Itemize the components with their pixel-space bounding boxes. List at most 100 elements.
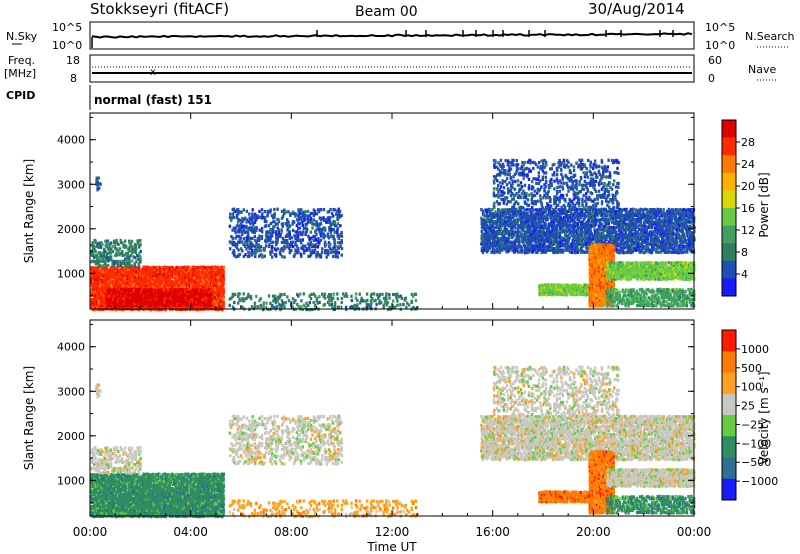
scatter-cell (115, 238, 118, 243)
scatter-cell (358, 292, 361, 296)
scatter-cell (234, 255, 237, 259)
nave-label: Nave (748, 63, 776, 76)
scatter-cell (185, 271, 188, 275)
scatter-cell (153, 280, 156, 284)
scatter-cell (148, 281, 151, 285)
scatter-cell (126, 277, 130, 281)
scatter-cell (259, 245, 263, 249)
scatter-cell (100, 265, 103, 270)
scatter-cell (93, 308, 96, 312)
scatter-cell (137, 284, 141, 288)
scatter-cell (177, 284, 180, 288)
scatter-cell (228, 224, 232, 228)
scatter-cell (121, 285, 124, 290)
scatter-cell (166, 273, 169, 277)
scatter-cell (180, 276, 183, 280)
scatter-cell (95, 287, 99, 291)
scatter-cell (143, 278, 146, 282)
scatter-cell (94, 268, 98, 272)
scatter-cell (232, 249, 235, 253)
scatter-cell (98, 264, 102, 268)
scatter-cell (181, 281, 184, 285)
scatter-cell (340, 301, 343, 305)
scatter-cell (125, 280, 128, 284)
scatter-cell (238, 252, 242, 257)
scatter-cell (165, 266, 169, 270)
scatter-cell (127, 285, 130, 289)
scatter-cell (142, 274, 145, 278)
scatter-cell (229, 247, 232, 251)
scatter-cell (234, 293, 237, 297)
scatter-cell (264, 244, 268, 248)
scatter-cell (94, 249, 97, 253)
scatter-cell (135, 270, 138, 274)
scatter-cell (147, 274, 151, 278)
scatter-cell (158, 277, 161, 282)
scatter-cell (526, 207, 529, 211)
scatter-cell (99, 182, 102, 186)
scatter-cell (94, 239, 97, 243)
scatter-cell (182, 277, 186, 281)
scatter-cell (321, 247, 324, 251)
scatter-cell (165, 281, 169, 286)
scatter-cell (129, 277, 132, 282)
scatter-cell (203, 274, 207, 278)
scatter-cell (256, 214, 260, 218)
scatter-cell (133, 256, 137, 260)
scatter-cell (319, 238, 323, 242)
scatter-cell (192, 278, 195, 282)
scatter-cell (203, 276, 207, 280)
scatter-cell (190, 280, 193, 284)
scatter-cell (97, 275, 100, 279)
scatter-cell (199, 279, 203, 283)
scatter-cell (149, 274, 152, 278)
scatter-cell (213, 289, 217, 293)
scatter-cell (184, 271, 187, 275)
scatter-cell (102, 271, 106, 276)
scatter-cell (95, 286, 99, 290)
scatter-cell (192, 279, 195, 283)
scatter-cell (340, 253, 343, 257)
scatter-cell (184, 305, 187, 309)
scatter-cell (282, 222, 285, 226)
scatter-cell (154, 306, 158, 310)
scatter-cell (337, 251, 340, 255)
scatter-cell (139, 249, 142, 254)
scatter-cell (93, 301, 96, 305)
scatter-cell (91, 266, 95, 270)
scatter-cell (188, 285, 192, 289)
scatter-cell (245, 218, 249, 222)
scatter-cell (331, 214, 335, 218)
scatter-cell (259, 249, 262, 253)
scatter-cell (207, 269, 210, 274)
scatter-cell (276, 207, 279, 211)
scatter-cell (593, 228, 596, 232)
scatter-cell (313, 303, 317, 307)
scatter-cell (340, 234, 344, 238)
scatter-cell (198, 274, 201, 278)
scatter-cell (98, 186, 101, 190)
scatter-cell (109, 241, 113, 245)
scatter-cell (256, 305, 259, 309)
scatter-cell (121, 271, 124, 276)
scatter-cell (195, 266, 198, 270)
scatter-cell (162, 266, 165, 270)
scatter-cell (101, 286, 104, 290)
scatter-cell (336, 241, 340, 245)
scatter-cell (115, 278, 118, 282)
scatter-cell (186, 280, 189, 284)
scatter-cell (145, 270, 148, 274)
scatter-cell (96, 306, 99, 310)
scatter-cell (150, 285, 153, 289)
scatter-cell (167, 285, 170, 289)
scatter-cell (153, 273, 156, 277)
scatter-cell (130, 273, 134, 277)
scatter-cell (182, 284, 186, 288)
scatter-cell (215, 293, 218, 297)
scatter-cell (213, 278, 217, 282)
scatter-cell (153, 283, 156, 287)
scatter-cell (125, 283, 128, 287)
scatter-cell (93, 287, 96, 291)
scatter-cell (187, 282, 190, 286)
scatter-cell (206, 267, 209, 272)
